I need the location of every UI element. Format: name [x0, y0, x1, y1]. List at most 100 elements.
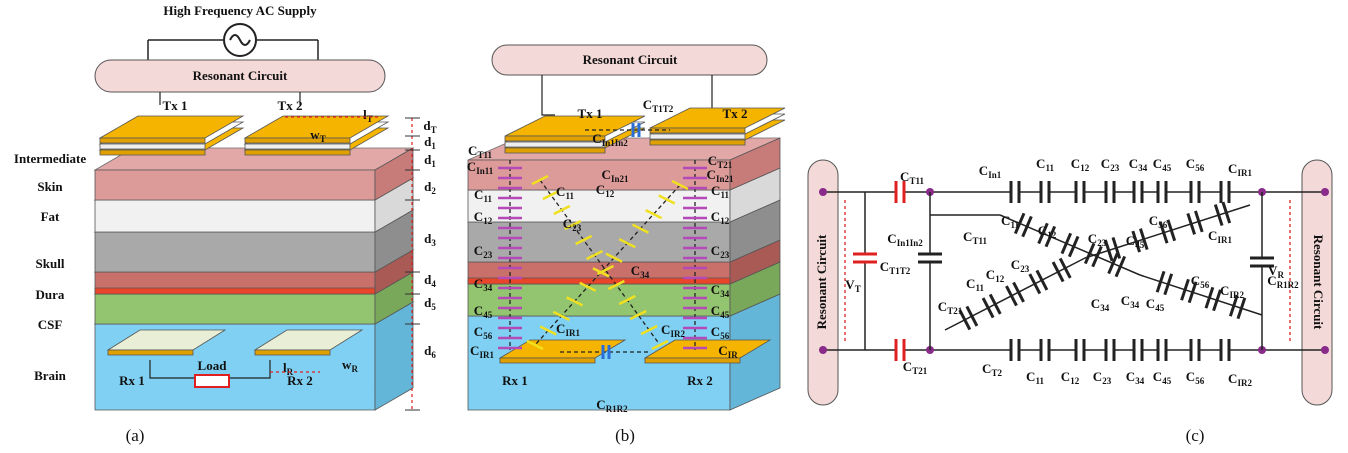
capacitor-label-sub: 34: [1130, 300, 1140, 310]
layer-label: CSF: [38, 317, 63, 332]
capacitor-label-base: C: [880, 259, 889, 274]
node: [819, 346, 827, 354]
capacitor-label-sub: 34: [720, 289, 730, 299]
capacitor-label-base: C: [474, 209, 483, 224]
node: [1321, 188, 1329, 196]
capacitor-label: C45: [1146, 296, 1165, 313]
capacitor-label-sub: 11: [565, 191, 574, 201]
capacitor-label-base: C: [1208, 228, 1217, 243]
capacitor-label-sub: 11: [1010, 220, 1019, 230]
capacitor-label-sub: 11: [975, 283, 984, 293]
capacitor-label-sub: T2: [991, 368, 1002, 378]
coil-edge: [245, 138, 350, 143]
capacitor-label: CT2: [982, 361, 1002, 378]
capacitor-label-sub: T21: [912, 366, 928, 376]
capacitor-label-sub: 56: [483, 331, 493, 341]
tx-label: Tx 1: [578, 106, 603, 121]
capacitor-label-sub: R1R2: [1277, 280, 1299, 290]
capacitor-label-sub: 23: [720, 250, 730, 260]
rx-label: Rx 2: [687, 373, 713, 388]
capacitor-label-sub: 23: [483, 250, 493, 260]
capacitor-label-sub: IR1: [479, 350, 494, 360]
capacitor-label-base: C: [1026, 369, 1035, 384]
resonant-label: Resonant Circuit: [583, 52, 678, 67]
capacitor-label-sub: 34: [640, 270, 650, 280]
capacitor-label-sub: 45: [1155, 303, 1165, 313]
capacitor-label-sub: R1R2: [606, 404, 628, 414]
capacitor-label-base: C: [1121, 293, 1130, 308]
dimension-label-sub: 3: [431, 238, 436, 248]
panel-caption: (a): [126, 426, 145, 445]
voltage-label: VT: [845, 277, 860, 294]
dimension-label: d2: [424, 179, 436, 196]
capacitor-label-base: C: [661, 322, 670, 337]
capacitor-label-base: C: [556, 321, 565, 336]
cap-plate: [1085, 243, 1094, 263]
capacitor-label: CIR2: [1228, 371, 1252, 388]
capacitor-label-base: C: [1228, 371, 1237, 386]
dimension-label: d1: [424, 134, 436, 151]
dimension-label-sub: 6: [431, 350, 436, 360]
tx-label: Tx 2: [278, 98, 303, 113]
capacitor-label-base: C: [563, 216, 572, 231]
capacitor-label-sub: 45: [483, 310, 493, 320]
capacitor-label: CIn1In2: [887, 231, 923, 248]
figure: High Frequency AC Supply Resonant Circuit…: [0, 0, 1348, 453]
capacitor-label: CIR1: [1228, 161, 1252, 178]
dimension-label: lT: [363, 107, 373, 124]
capacitor-label-sub: 23: [1102, 376, 1112, 386]
node: [1321, 346, 1329, 354]
capacitor-label-base: C: [903, 359, 912, 374]
capacitor-label: C56: [1186, 369, 1205, 386]
capacitor-label-sub: 45: [1162, 376, 1172, 386]
capacitor-label-base: C: [596, 397, 605, 412]
coil-edge: [500, 358, 595, 363]
capacitor-label: C12: [986, 267, 1005, 284]
capacitor-label-sub: 56: [1158, 220, 1168, 230]
capacitor-label-base: C: [1129, 156, 1138, 171]
cap-plate: [1053, 262, 1063, 282]
capacitor-label: CT1T2: [643, 97, 674, 114]
capacitor-label-base: C: [1061, 369, 1070, 384]
dimension-label: d3: [424, 231, 436, 248]
capacitor-label-sub: 56: [720, 331, 730, 341]
coil-edge: [100, 138, 205, 143]
dimension-label-sub: T: [431, 125, 437, 135]
cap-plate: [983, 298, 993, 318]
capacitor-label: CIR1: [1208, 228, 1232, 245]
capacitor-label-sub: IR2: [1237, 378, 1252, 388]
capacitor-label-base: C: [1149, 213, 1158, 228]
rx-label: Rx 1: [502, 373, 528, 388]
capacitor-label-base: C: [474, 324, 483, 339]
capacitor-label-sub: In11: [476, 166, 494, 176]
cap-plate: [1006, 286, 1016, 306]
capacitor-label-base: C: [1126, 233, 1135, 248]
capacitor-label-base: C: [631, 263, 640, 278]
capacitor-label-sub: T21: [717, 160, 733, 170]
capacitor-label-sub: IR: [728, 350, 739, 360]
dimension-label-sub: 4: [431, 279, 436, 289]
coil-edge: [108, 350, 193, 355]
layer-front: [95, 170, 375, 200]
capacitor-label: C34: [1091, 296, 1110, 313]
supply-label: High Frequency AC Supply: [163, 3, 317, 18]
dimension-label: d1: [424, 152, 436, 169]
layer-front: [95, 232, 375, 272]
capacitor-label-sub: 45: [720, 310, 730, 320]
capacitor-label-base: C: [1126, 369, 1135, 384]
capacitor-label-sub: T1T2: [652, 104, 674, 114]
dimension-label-sub: 1: [431, 141, 436, 151]
dimension-label-sub: T: [320, 134, 326, 144]
capacitor-label: C11: [1036, 156, 1054, 173]
capacitor-label-base: C: [979, 163, 988, 178]
wire: [542, 75, 555, 115]
capacitor-label-base: C: [1011, 257, 1020, 272]
capacitor-label-sub: 45: [1162, 163, 1172, 173]
layer-label: Fat: [41, 209, 60, 224]
cap-plate: [1037, 270, 1047, 290]
capacitor-label-sub: 34: [1138, 163, 1148, 173]
capacitor-label-sub: IR2: [1229, 290, 1244, 300]
coil-edge: [650, 134, 745, 139]
dimension-label-sub: T: [367, 114, 373, 124]
capacitor-label-sub: 45: [1135, 240, 1145, 250]
